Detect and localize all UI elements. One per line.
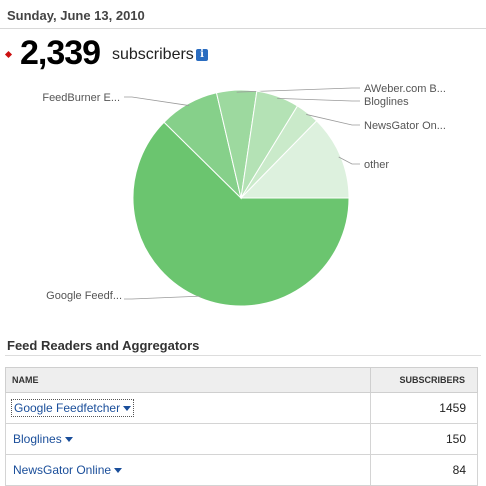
feed-link-google-feedfetcher[interactable]: Google Feedfetcher — [11, 399, 134, 417]
pie-leader-line — [277, 98, 360, 101]
feed-link-bloglines[interactable]: Bloglines — [11, 431, 75, 447]
feed-name: NewsGator Online — [13, 463, 111, 477]
section-divider — [5, 355, 481, 356]
subscribers-cell: 84 — [371, 455, 478, 486]
name-cell: NewsGator Online — [6, 455, 371, 486]
name-cell: Bloglines — [6, 424, 371, 455]
pie-slice-label: AWeber.com B... — [364, 83, 446, 95]
subscriber-pie-chart: Google Feedf... FeedBurner E... AWeber.com… — [0, 0, 486, 330]
subscribers-column-header[interactable]: SUBSCRIBERS — [371, 368, 478, 393]
pie-leader-line — [237, 88, 360, 92]
name-column-header[interactable]: NAME — [6, 368, 371, 393]
name-cell: Google Feedfetcher — [6, 393, 371, 424]
pie-leader-line — [124, 296, 201, 299]
pie-slice-label: FeedBurner E... — [42, 92, 120, 104]
subscribers-cell: 1459 — [371, 393, 478, 424]
table-row: Google Feedfetcher 1459 — [6, 393, 478, 424]
feed-link-newsgator-online[interactable]: NewsGator Online — [11, 462, 124, 478]
pie-leader-line — [124, 97, 189, 106]
pie-slice-label: NewsGator On... — [364, 120, 446, 132]
pie-slice-label: Bloglines — [364, 96, 409, 108]
feed-name: Google Feedfetcher — [14, 401, 120, 415]
dropdown-caret-icon[interactable] — [123, 406, 131, 411]
table-row: NewsGator Online 84 — [6, 455, 478, 486]
table-row: Bloglines 150 — [6, 424, 478, 455]
pie-slice-label: other — [364, 159, 389, 171]
dropdown-caret-icon[interactable] — [65, 437, 73, 442]
feeds-table: NAME SUBSCRIBERS Google Feedfetcher 1459… — [5, 367, 478, 486]
table-header-row: NAME SUBSCRIBERS — [6, 368, 478, 393]
section-title: Feed Readers and Aggregators — [7, 338, 199, 353]
dropdown-caret-icon[interactable] — [114, 468, 122, 473]
subscribers-cell: 150 — [371, 424, 478, 455]
feed-name: Bloglines — [13, 432, 62, 446]
pie-slice-label: Google Feedf... — [46, 290, 122, 302]
